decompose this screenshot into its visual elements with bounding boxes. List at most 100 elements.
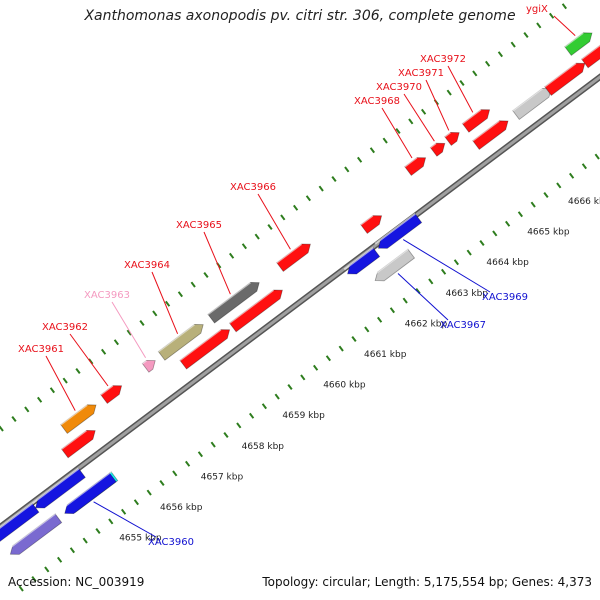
feature-2-gene	[179, 328, 231, 370]
genome-title: Xanthomonas axonopodis pv. citri str. 30…	[84, 8, 516, 24]
XAC3972-leader-line	[447, 65, 474, 113]
XAC3969-label[interactable]: XAC3969	[482, 292, 528, 303]
tick-mark	[292, 204, 299, 211]
XAC3961-gene	[60, 403, 97, 434]
XAC3965-label[interactable]: XAC3965	[176, 220, 222, 231]
tick-mark	[139, 320, 145, 326]
tick-mark	[101, 348, 107, 355]
scale-tick-label: 4660 kbp	[323, 381, 366, 391]
tick-mark	[356, 156, 363, 163]
XAC3970-gene-highlight	[429, 142, 437, 149]
XAC3967-gene	[371, 248, 416, 282]
tick-mark	[466, 249, 472, 256]
XAC3966-leader-line	[257, 193, 291, 250]
XAC3963-label[interactable]: XAC3963	[84, 290, 130, 301]
backbone-shadow	[0, 73, 600, 531]
tick-mark	[75, 368, 81, 374]
forward-tick-rail	[0, 3, 568, 432]
tick-mark	[305, 195, 312, 202]
XAC3967-label[interactable]: XAC3967	[440, 320, 486, 331]
XAC3960-gene	[60, 472, 117, 515]
tick-mark	[223, 432, 229, 438]
XAC3967-leader-line	[397, 273, 449, 321]
ygiX-gene-body	[564, 32, 593, 56]
XAC3964-leader-line	[151, 271, 179, 334]
XAC3961-label[interactable]: XAC3961	[18, 344, 64, 355]
tick-mark	[472, 70, 478, 77]
tick-mark	[146, 489, 152, 496]
scale-tick-label: 4666 kbp	[568, 197, 600, 207]
XAC3966-label[interactable]: XAC3966	[230, 182, 276, 193]
feature-7-gene	[544, 62, 586, 96]
feature-11-gene-body	[347, 247, 381, 275]
tick-mark	[108, 518, 114, 525]
feature-1-gene	[60, 429, 96, 459]
XAC3968-label[interactable]: XAC3968	[354, 96, 400, 107]
tick-mark	[95, 527, 101, 535]
tick-mark	[36, 396, 43, 403]
XAC3966-gene-highlight	[276, 243, 303, 264]
tick-mark	[331, 176, 337, 182]
tick-mark	[133, 499, 139, 506]
tick-mark	[0, 425, 4, 432]
tick-mark	[113, 339, 119, 346]
XAC3969-gene-body	[377, 213, 423, 249]
tick-mark	[318, 185, 324, 192]
XAC3969-leader-line	[402, 239, 491, 293]
tick-mark	[594, 153, 600, 160]
tick-mark	[241, 243, 247, 250]
XAC3972-gene-body	[461, 109, 491, 133]
tick-mark	[280, 214, 286, 221]
XAC3964-gene-highlight	[157, 323, 195, 353]
feature-5-gene-body	[472, 120, 509, 150]
tick-mark	[497, 51, 504, 58]
tick-mark	[369, 147, 376, 154]
feature-1-gene-body	[60, 429, 96, 459]
XAC3968-gene-body	[404, 157, 427, 176]
XAC3965-leader-line	[203, 231, 231, 295]
tick-mark	[568, 172, 575, 179]
XAC3970-leader-line	[403, 93, 435, 142]
tick-mark	[446, 89, 452, 96]
XAC3963-gene-body	[141, 359, 156, 373]
tick-mark	[165, 300, 171, 307]
feature-8-gene-highlight	[580, 43, 600, 60]
tick-mark	[459, 80, 465, 86]
XAC3970-gene	[429, 142, 446, 157]
tick-mark	[548, 12, 555, 19]
feature-9-gene-body	[0, 502, 40, 542]
tick-mark	[126, 329, 132, 336]
XAC3966-gene-body	[276, 243, 311, 272]
XAC3972-label[interactable]: XAC3972	[420, 54, 466, 65]
ygiX-label[interactable]: ygiX	[526, 4, 548, 15]
XAC3961-gene-body	[60, 404, 97, 434]
feature-9-gene-highlight	[0, 502, 33, 529]
XAC3960-label[interactable]: XAC3960	[148, 537, 194, 548]
tick-mark	[312, 364, 319, 371]
tick-mark	[484, 60, 491, 67]
XAC3962-label[interactable]: XAC3962	[42, 322, 88, 333]
XAC3967-gene-highlight	[371, 248, 409, 278]
scale-tick-label: 4656 kbp	[160, 503, 203, 513]
XAC3968-gene-highlight	[404, 156, 418, 168]
XAC3965-gene-body	[207, 281, 260, 324]
tick-mark	[274, 393, 280, 400]
feature-3-gene	[228, 289, 283, 333]
tick-mark	[561, 3, 568, 10]
feature-3-gene-highlight	[228, 289, 275, 324]
feature-12-gene	[6, 512, 63, 555]
tick-mark	[121, 508, 127, 515]
XAC3964-label[interactable]: XAC3964	[124, 260, 170, 271]
XAC3970-label[interactable]: XAC3970	[376, 82, 422, 93]
XAC3971-leader-line	[425, 79, 450, 131]
feature-3-gene-body	[228, 289, 283, 333]
XAC3965-gene-highlight	[207, 281, 251, 316]
XAC3960-gene-highlight	[60, 472, 111, 510]
tick-mark	[479, 240, 485, 246]
tick-mark	[351, 336, 357, 342]
feature-1-gene-highlight	[60, 429, 87, 450]
XAC3960-leader-line	[93, 501, 157, 538]
XAC3971-label[interactable]: XAC3971	[398, 68, 444, 79]
